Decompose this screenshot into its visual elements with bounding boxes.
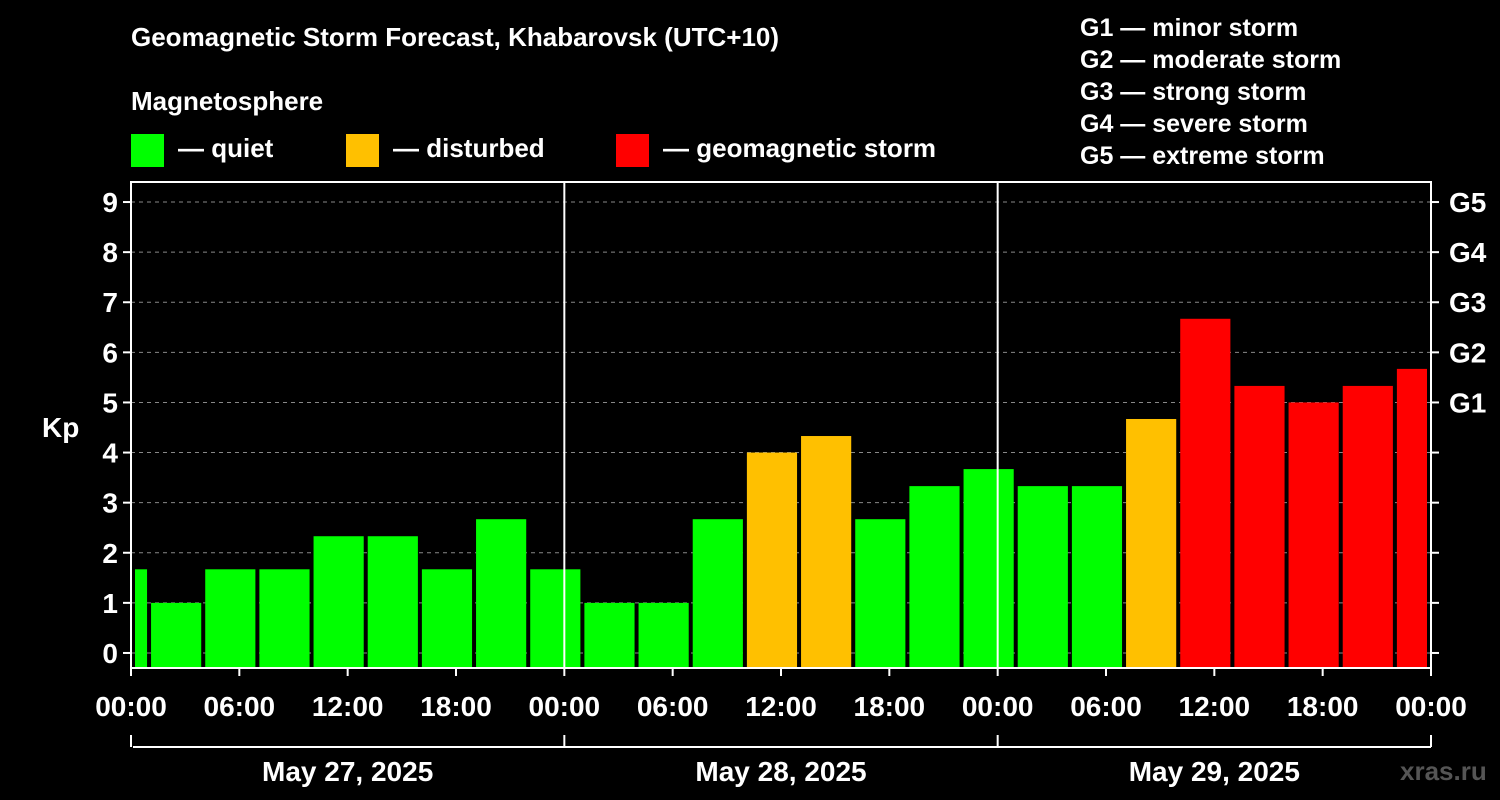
- y-tick-label: 5: [102, 387, 118, 418]
- bar-13: [801, 436, 852, 668]
- legend-label-disturbed: — disturbed: [393, 133, 545, 163]
- legend-swatch-storm: [616, 134, 649, 167]
- right-axis-label-g3: G3: [1449, 287, 1486, 318]
- y-tick-label: 3: [102, 488, 118, 519]
- bar-5: [367, 536, 418, 668]
- bar-12: [746, 452, 798, 668]
- storm-level-g2: G2 — moderate storm: [1080, 46, 1342, 74]
- storm-level-g4: G4 — severe storm: [1080, 110, 1308, 138]
- x-tick-label: 18:00: [1287, 691, 1359, 722]
- y-tick-label: 6: [102, 337, 118, 368]
- bar-9: [584, 602, 635, 668]
- bar-15: [909, 486, 960, 668]
- legend-label-quiet: — quiet: [178, 133, 274, 163]
- bar-10: [638, 602, 689, 668]
- x-tick-label: 00:00: [962, 691, 1034, 722]
- bar-23: [1342, 385, 1393, 668]
- day-label: May 29, 2025: [1129, 756, 1300, 787]
- right-axis-label-g4: G4: [1449, 237, 1487, 268]
- y-tick-label: 0: [102, 638, 118, 669]
- day-label: May 28, 2025: [695, 756, 866, 787]
- x-tick-label: 00:00: [1395, 691, 1467, 722]
- legend-label-storm: — geomagnetic storm: [663, 133, 937, 163]
- day-label: May 27, 2025: [262, 756, 433, 787]
- bar-14: [855, 519, 906, 668]
- y-tick-label: 2: [102, 538, 118, 569]
- x-tick-label: 12:00: [1179, 691, 1251, 722]
- x-tick-label: 18:00: [854, 691, 926, 722]
- storm-level-g3: G3 — strong storm: [1080, 78, 1307, 106]
- legend-swatch-quiet: [131, 134, 164, 167]
- right-axis-label-g5: G5: [1449, 187, 1486, 218]
- bar-6: [421, 569, 473, 668]
- y-axis-label: Kp: [42, 412, 80, 443]
- legend-title: Magnetosphere: [131, 86, 324, 116]
- x-tick-label: 12:00: [312, 691, 384, 722]
- y-tick-label: 7: [102, 287, 118, 318]
- y-tick-label: 8: [102, 237, 118, 268]
- y-tick-label: 9: [102, 187, 118, 218]
- bar-24: [1396, 368, 1427, 668]
- right-axis-label-g1: G1: [1449, 387, 1486, 418]
- x-tick-label: 18:00: [420, 691, 492, 722]
- bar-20: [1180, 318, 1231, 668]
- bar-16: [963, 469, 1014, 668]
- bar-17: [1017, 486, 1068, 668]
- watermark: xras.ru: [1400, 756, 1487, 786]
- legend-swatch-disturbed: [346, 134, 379, 167]
- x-tick-label: 12:00: [745, 691, 817, 722]
- right-axis-label-g2: G2: [1449, 337, 1486, 368]
- x-tick-label: 06:00: [204, 691, 276, 722]
- bar-1: [151, 602, 202, 668]
- y-tick-label: 4: [102, 438, 118, 469]
- bar-11: [692, 519, 743, 668]
- bar-19: [1126, 418, 1177, 668]
- bar-2: [205, 569, 256, 668]
- x-tick-label: 00:00: [529, 691, 601, 722]
- bar-18: [1071, 486, 1123, 668]
- bar-8: [530, 569, 581, 668]
- x-tick-label: 06:00: [1070, 691, 1142, 722]
- storm-level-g1: G1 — minor storm: [1080, 14, 1299, 42]
- bar-3: [259, 569, 310, 668]
- x-tick-label: 06:00: [637, 691, 709, 722]
- chart-title: Geomagnetic Storm Forecast, Khabarovsk (…: [131, 22, 780, 52]
- y-tick-label: 1: [102, 588, 118, 619]
- bar-0: [135, 569, 148, 668]
- x-tick-label: 00:00: [95, 691, 167, 722]
- bar-4: [313, 536, 364, 668]
- bar-7: [476, 519, 527, 668]
- bar-22: [1288, 402, 1339, 668]
- bar-21: [1234, 385, 1285, 668]
- storm-level-g5: G5 — extreme storm: [1080, 142, 1325, 170]
